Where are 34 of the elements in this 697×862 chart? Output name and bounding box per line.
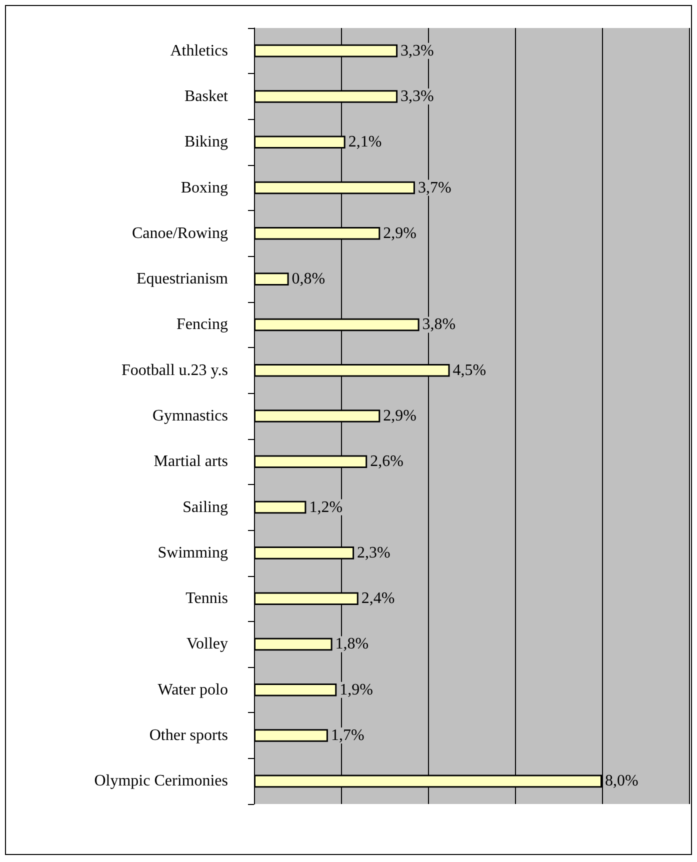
- y-tick-label: Other sports: [149, 727, 228, 744]
- data-label: 1,7%: [330, 727, 364, 744]
- y-tick-label: Tennis: [186, 590, 228, 608]
- data-label: 1,9%: [340, 681, 373, 698]
- y-tick-label: Swimming: [158, 544, 228, 562]
- data-label: 8,0%: [605, 772, 638, 790]
- y-tick-label: Basket: [184, 88, 229, 105]
- y-tick-label: Football u.23 y.s: [121, 362, 228, 379]
- data-label: 3,3%: [400, 88, 434, 105]
- data-label: 2,3%: [357, 544, 390, 562]
- y-tick-label: Fencing: [176, 316, 228, 334]
- y-tick-label: Boxing: [180, 179, 228, 196]
- y-tick-label: Sailing: [182, 498, 228, 516]
- data-label: 1,8%: [335, 636, 369, 653]
- data-label: 2,4%: [361, 590, 395, 608]
- y-tick-label: Athletics: [170, 42, 228, 60]
- data-label: 1,2%: [309, 498, 343, 516]
- y-tick-label: Water polo: [158, 681, 228, 698]
- y-tick-label: Biking: [184, 134, 228, 151]
- data-label: 3,3%: [400, 42, 434, 60]
- y-tick-label: Martial arts: [154, 453, 228, 470]
- data-label: 2,1%: [348, 134, 382, 151]
- data-label: 4,5%: [452, 362, 486, 379]
- data-label: 2,9%: [383, 224, 416, 242]
- y-tick-label: Volley: [186, 636, 228, 653]
- data-label: 0,8%: [292, 270, 326, 288]
- data-label: 2,6%: [370, 453, 404, 470]
- y-tick-label: Gymnastics: [152, 408, 228, 424]
- data-label: 3,7%: [418, 179, 452, 196]
- y-tick-label: Olympic Cerimonies: [94, 772, 228, 790]
- data-label: 2,9%: [383, 408, 416, 424]
- y-tick-label: Equestrianism: [136, 270, 229, 288]
- y-tick-label: Canoe/Rowing: [132, 224, 228, 242]
- data-label: 3,8%: [422, 316, 456, 334]
